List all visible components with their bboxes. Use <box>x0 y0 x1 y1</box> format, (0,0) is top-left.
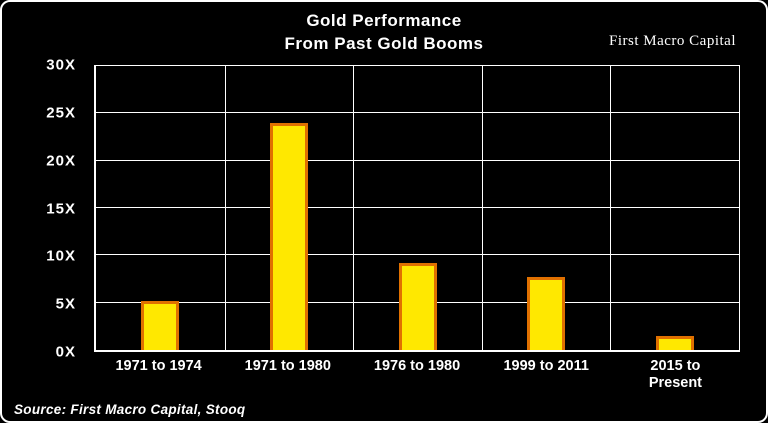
x-tick-2015-to-present: 2015 to Present <box>648 358 703 391</box>
x-tick-1971-to-1980: 1971 to 1980 <box>244 358 331 374</box>
gridline-h-15 <box>96 207 739 208</box>
chart-title: Gold Performance From Past Gold Booms <box>2 9 766 55</box>
x-tick-1999-to-2011: 1999 to 2011 <box>503 358 589 374</box>
bar-1971-to-1974 <box>141 300 180 350</box>
gridline-h-10 <box>96 254 739 256</box>
bar-1999-to-2011 <box>527 277 566 350</box>
y-axis: 0X 5X 10X 15X 20X 25X 30X <box>2 57 86 361</box>
x-tick-1976-to-1980: 1976 to 1980 <box>373 358 461 374</box>
gridline-v-2 <box>353 66 355 350</box>
plot-area <box>94 65 740 352</box>
y-tick-25X: 25X <box>46 104 76 122</box>
y-tick-30X: 30X <box>46 56 76 74</box>
gridline-h-20 <box>96 159 739 161</box>
y-tick-5X: 5X <box>55 295 76 313</box>
x-tick-1971-to-1974: 1971 to 1974 <box>115 358 202 374</box>
gridline-h-25 <box>96 112 739 114</box>
bar-2015-to-present <box>655 335 694 350</box>
chart-title-line2: From Past Gold Booms <box>284 34 484 53</box>
y-tick-20X: 20X <box>46 152 76 170</box>
bar-1976-to-1980 <box>398 262 437 350</box>
source-note: Source: First Macro Capital, Stooq <box>14 402 246 417</box>
bar-1971-to-1980 <box>269 122 308 350</box>
chart-title-line1: Gold Performance <box>306 11 462 30</box>
gridline-v-1 <box>224 66 226 350</box>
gridline-v-3 <box>481 66 483 350</box>
gridline-v-4 <box>610 66 612 350</box>
y-tick-0X: 0X <box>55 343 76 361</box>
y-tick-10X: 10X <box>46 247 76 265</box>
brand-label: First Macro Capital <box>609 33 736 49</box>
x-axis-labels: 1971 to 1974 1971 to 1980 1976 to 1980 1999… <box>94 358 740 392</box>
y-tick-15X: 15X <box>46 200 76 217</box>
